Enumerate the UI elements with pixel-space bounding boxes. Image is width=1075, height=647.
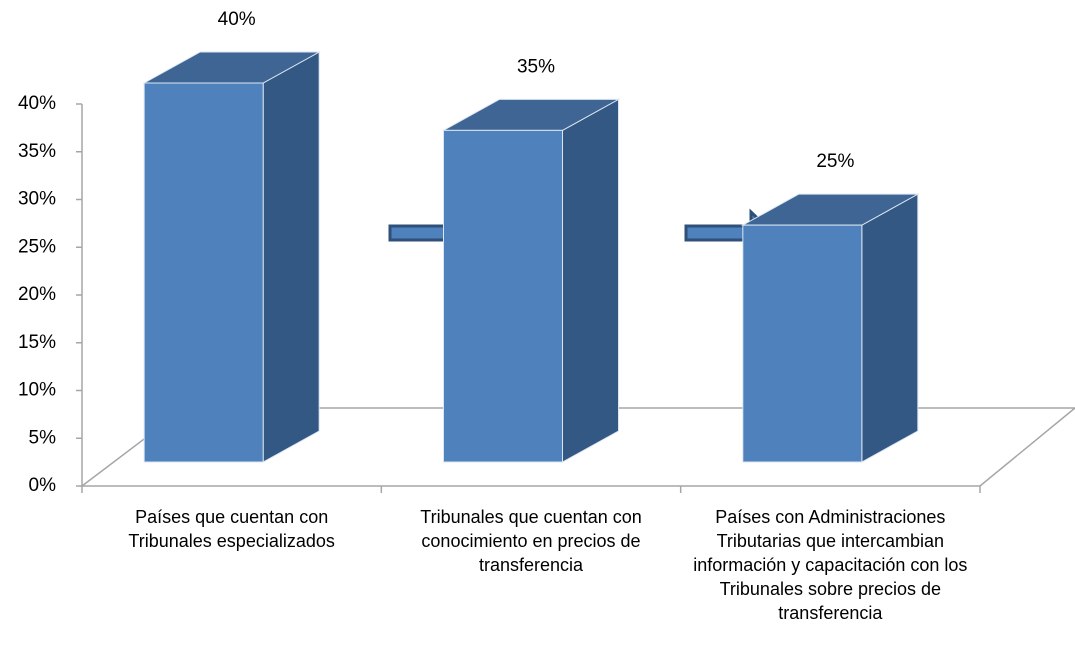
- y-tick-label: 0%: [29, 475, 57, 496]
- y-tick-label: 40%: [18, 93, 56, 114]
- bar: [142, 51, 322, 463]
- x-tick-label: Países que cuentan con Tribunales especi…: [128, 507, 335, 551]
- y-tick-label: 35%: [18, 141, 56, 162]
- y-tick-label: 25%: [18, 236, 56, 257]
- bar: [441, 98, 621, 463]
- y-tick-label: 5%: [29, 427, 57, 448]
- y-tick-label: 20%: [18, 284, 56, 305]
- x-tick-label: Países con Administraciones Tributarias …: [693, 507, 968, 623]
- bar: [740, 193, 920, 463]
- value-label: 35%: [517, 56, 555, 77]
- y-tick-label: 30%: [18, 189, 56, 210]
- value-label: 25%: [816, 151, 854, 172]
- x-tick-label: Tribunales que cuentan con conocimiento …: [420, 507, 642, 575]
- y-tick-label: 10%: [18, 380, 56, 401]
- value-label: 40%: [218, 9, 256, 30]
- y-tick-label: 15%: [18, 332, 56, 353]
